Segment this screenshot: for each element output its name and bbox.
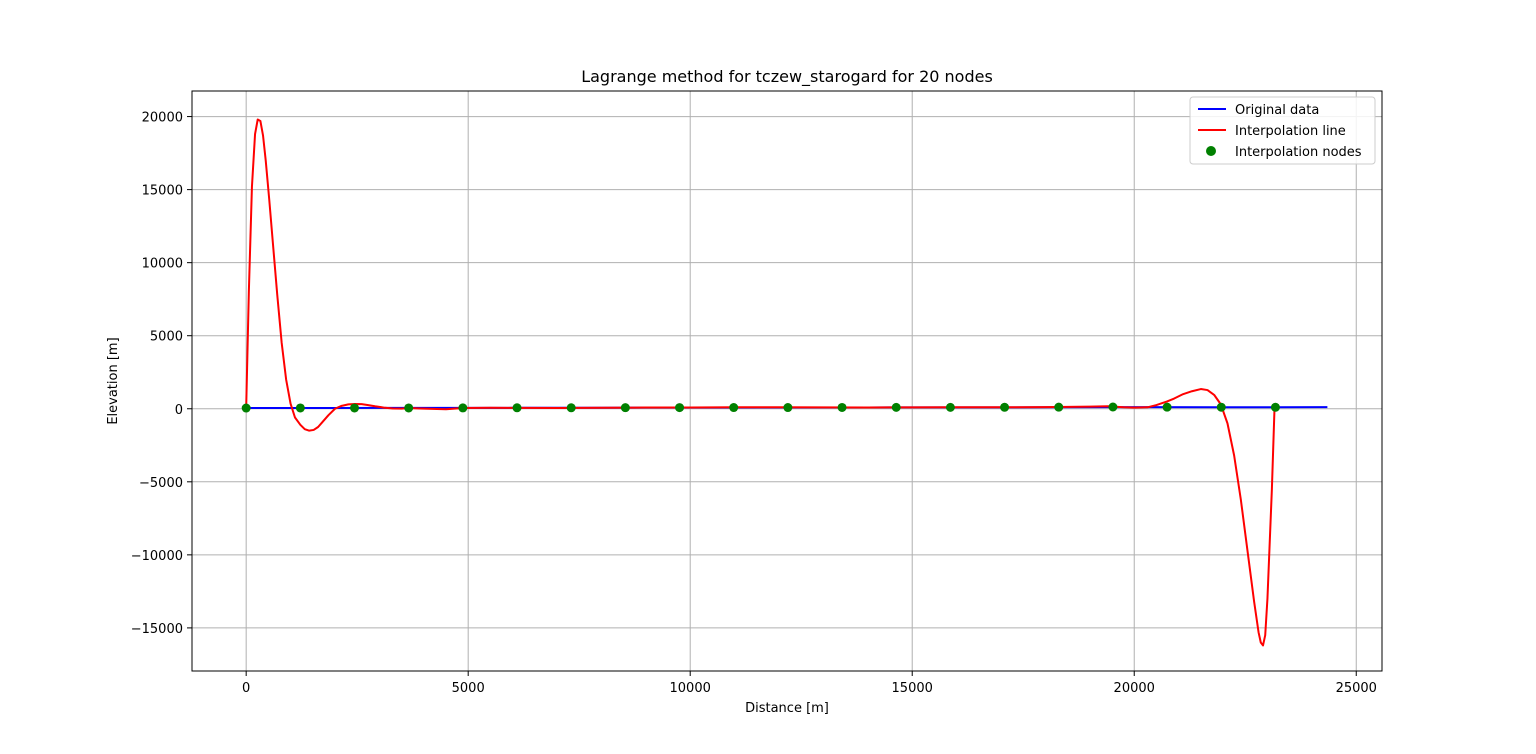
x-axis-label: Distance [m]: [745, 701, 829, 716]
interpolation-node-point: [295, 403, 305, 413]
interpolation-node-point: [1054, 402, 1064, 412]
plot-area: [191, 90, 1383, 672]
interpolation-node-point: [1000, 402, 1010, 412]
plot-frame: [191, 90, 1383, 672]
interpolation-node-point: [241, 403, 251, 413]
legend-swatch-interpolation-nodes: [1206, 146, 1216, 156]
series-layer: [241, 118, 1328, 647]
legend-box: [1189, 96, 1376, 165]
y-axis: −15000 −10000 −5000 0 5000 10000 15000 20000: [131, 111, 192, 637]
interpolation-node-point: [891, 402, 901, 412]
series-line-interpolation-line: [245, 118, 1276, 647]
interpolation-node-point: [837, 402, 847, 412]
y-tick-label: 5000: [150, 330, 183, 345]
x-tick-label: 20000: [1114, 681, 1155, 696]
legend-label-interpolation-line: Interpolation line: [1235, 124, 1346, 139]
interpolation-node-point: [729, 403, 739, 413]
y-tick-label: 0: [175, 403, 183, 418]
x-axis: 0 5000 10000 15000 20000 25000: [242, 671, 1377, 696]
interpolation-node-point: [458, 403, 468, 413]
interpolation-node-point: [783, 403, 793, 413]
interpolation-node-point: [512, 403, 522, 413]
y-axis-label: Elevation [m]: [106, 337, 121, 424]
interpolation-node-point: [1270, 402, 1280, 412]
interpolation-node-point: [566, 403, 576, 413]
chart-title: Lagrange method for tczew_starogard for …: [581, 67, 993, 87]
y-tick-label: −5000: [139, 476, 183, 491]
y-tick-label: −15000: [131, 622, 183, 637]
y-tick-label: 20000: [142, 111, 183, 126]
x-tick-label: 5000: [452, 681, 485, 696]
interpolation-node-point: [1162, 402, 1172, 412]
x-tick-label: 15000: [892, 681, 933, 696]
interpolation-node-point: [404, 403, 414, 413]
x-tick-label: 10000: [670, 681, 711, 696]
y-tick-label: 10000: [142, 257, 183, 272]
interpolation-node-point: [1108, 402, 1118, 412]
interpolation-node-point: [945, 402, 955, 412]
legend-label-original-data: Original data: [1235, 103, 1319, 118]
interpolation-node-point: [620, 403, 630, 413]
plot-background: [192, 91, 1382, 671]
interpolation-node-point: [675, 403, 685, 413]
y-tick-label: 15000: [142, 184, 183, 199]
interpolation-node-point: [1216, 402, 1226, 412]
interpolation-node-point: [350, 403, 360, 413]
legend: Original data Interpolation line Interpo…: [1189, 96, 1376, 165]
x-tick-label: 25000: [1336, 681, 1377, 696]
x-tick-label: 0: [242, 681, 250, 696]
y-tick-label: −10000: [131, 549, 183, 564]
legend-label-interpolation-nodes: Interpolation nodes: [1235, 145, 1362, 160]
